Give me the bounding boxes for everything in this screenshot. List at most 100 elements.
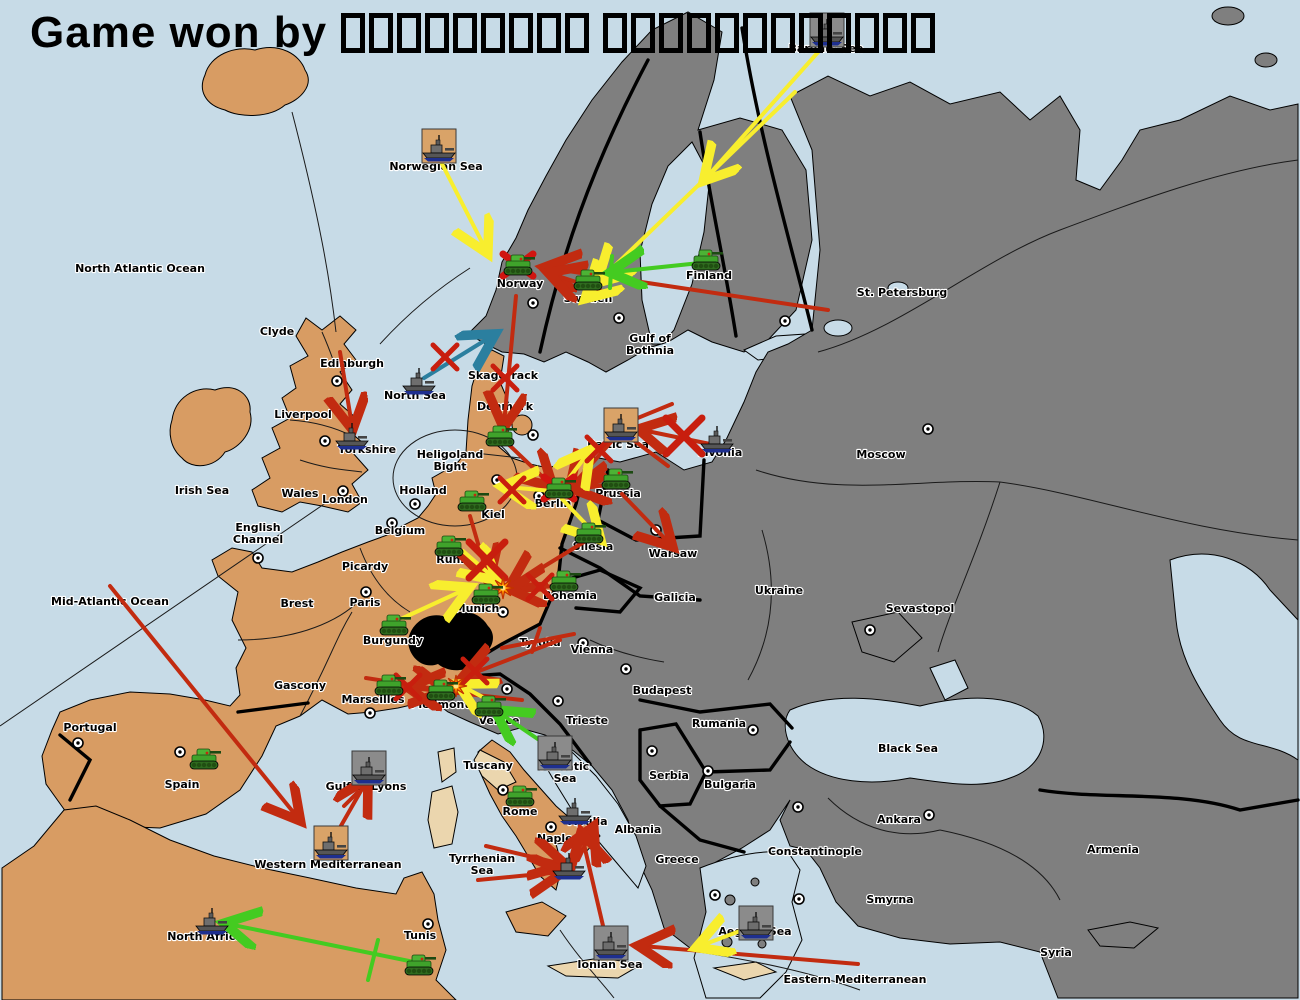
army-unit-ruhr[interactable] [434, 535, 466, 557]
army-unit-bohemia[interactable] [549, 570, 581, 592]
army-unit-berlin[interactable] [540, 473, 578, 503]
army-unit-prussia[interactable] [601, 468, 633, 490]
territory-label[interactable]: Vienna [570, 642, 615, 657]
sea-label[interactable]: Gulf of Bothnia [625, 331, 675, 358]
territory-label[interactable]: Bulgaria [703, 777, 757, 792]
army-unit-munich[interactable] [471, 583, 503, 605]
sea-label[interactable]: Eastern Mediterranean [782, 972, 927, 987]
territory-label[interactable]: Edinburgh [319, 356, 385, 371]
territory-label[interactable]: Rome [501, 804, 538, 819]
sea-label[interactable]: Norwegian Sea [388, 159, 484, 174]
army-unit-burgundy[interactable] [379, 614, 411, 636]
fleet-unit-baltic-sea[interactable] [603, 407, 639, 443]
army-unit-norway[interactable] [499, 250, 537, 280]
fleet-unit-yorkshire[interactable] [335, 423, 369, 450]
sea-label[interactable]: North Atlantic Ocean [74, 261, 206, 276]
fleet-unit-north-africa[interactable] [195, 908, 229, 935]
territory-label[interactable]: Naples [536, 831, 581, 846]
fail-x-mark [497, 475, 527, 505]
order-move-arrow [504, 294, 516, 424]
territory-label[interactable]: Greece [654, 852, 700, 867]
territory-label[interactable]: Syria [1039, 945, 1073, 960]
army-unit-finland[interactable] [691, 249, 723, 271]
tank-wheel-icon [527, 799, 533, 805]
fleet-unit-north-sea[interactable] [402, 368, 436, 395]
territory-label[interactable]: St. Petersburg [856, 285, 949, 300]
tank-marking-icon [560, 480, 564, 484]
army-unit-silesia[interactable] [574, 522, 606, 544]
army-unit-marseilles[interactable] [374, 674, 406, 696]
sea-label[interactable]: English Channel [232, 520, 284, 547]
army-unit-rome[interactable] [505, 785, 537, 807]
territory-label[interactable]: Ankara [876, 812, 922, 827]
territory-label[interactable]: Tunis [403, 928, 438, 943]
territory-label[interactable]: Finland [685, 268, 733, 283]
army-unit-venice[interactable] [474, 695, 506, 717]
sea-label[interactable]: Mid-Atlantic Ocean [50, 594, 170, 609]
territory-label[interactable]: Albania [614, 822, 663, 837]
territory-label[interactable]: Picardy [341, 559, 389, 574]
territory-label[interactable]: Kiel [480, 507, 506, 522]
missing-glyph-box [687, 13, 712, 53]
fleet-unit-adriatic-sea[interactable] [537, 735, 573, 771]
fleet-unit-western-mediterranean[interactable] [313, 825, 349, 861]
territory-label[interactable]: Armenia [1086, 842, 1140, 857]
territory-label[interactable]: London [321, 492, 369, 507]
sea-label[interactable]: Heligoland Bight [416, 447, 485, 474]
sea-label[interactable]: Irish Sea [174, 483, 231, 498]
territory-label[interactable]: Moscow [855, 447, 906, 462]
tank-wheel-icon [510, 268, 516, 274]
army-unit-kiel[interactable] [457, 490, 489, 512]
territory-label[interactable]: Bohemia [542, 588, 598, 603]
fleet-unit-gulf-of-lyons[interactable] [351, 750, 387, 786]
territory-label[interactable]: Constantinople [767, 844, 863, 859]
missing-glyph-box [603, 13, 628, 53]
territory-label[interactable]: Marseilles [340, 692, 406, 707]
territory-label[interactable]: Budapest [632, 683, 693, 698]
army-unit-sweden[interactable] [573, 269, 605, 291]
territory-label[interactable]: Trieste [565, 713, 609, 728]
fleet-unit-apulia[interactable] [558, 798, 592, 825]
territory-label[interactable]: Portugal [62, 720, 117, 735]
sea-adriatic [541, 739, 647, 889]
order-move-arrow [401, 589, 466, 618]
territory-label[interactable]: Spain [163, 777, 200, 792]
territory-label[interactable]: Tuscany [462, 758, 514, 773]
army-unit-spain[interactable] [189, 748, 221, 770]
territory-label[interactable]: Galicia [653, 590, 697, 605]
fleet-unit-norwegian-sea[interactable] [421, 128, 457, 164]
sea-label[interactable]: Western Mediterranean [253, 857, 402, 872]
sea-label[interactable]: Tyrrhenian Sea [448, 851, 517, 878]
fleet-unit-aegean-sea[interactable] [738, 905, 774, 941]
territory-label[interactable]: Smyrna [865, 892, 914, 907]
fleet-unit-tyrrhenian-sea[interactable] [552, 853, 586, 880]
missing-glyph-box [397, 13, 422, 53]
territory-label[interactable]: Gascony [273, 678, 327, 693]
territory-label[interactable]: Holland [398, 483, 448, 498]
tank-wheel-icon [613, 482, 619, 488]
territory-label[interactable]: Serbia [648, 768, 690, 783]
sea-label[interactable]: Black Sea [877, 741, 939, 756]
army-unit-tunis[interactable] [404, 954, 436, 976]
territory-label[interactable]: Burgundy [362, 633, 424, 648]
supply-center-core [341, 489, 345, 493]
territory-label[interactable]: Wales [280, 486, 320, 501]
sea-label[interactable]: Ionian Sea [576, 957, 643, 972]
territory-label[interactable]: Norway [496, 276, 545, 291]
territory-label[interactable]: Paris [348, 595, 382, 610]
territory-label[interactable]: Warsaw [648, 546, 699, 561]
fleet-unit-ionian-sea[interactable] [593, 925, 629, 961]
territory-label[interactable]: Sevastopol [885, 601, 956, 616]
army-unit-denmark[interactable] [485, 425, 517, 447]
territory-label[interactable]: Clyde [259, 324, 296, 339]
territory-label[interactable]: Belgium [374, 523, 427, 538]
fleet-unit-livonia[interactable] [700, 426, 734, 453]
territory-label[interactable]: Liverpool [273, 407, 333, 422]
tank-wheel-icon [556, 584, 562, 590]
territory-label[interactable]: Brest [279, 596, 314, 611]
territory-label[interactable]: Rumania [691, 716, 747, 731]
tank-barrel-icon [525, 788, 537, 791]
army-unit-piedmont[interactable] [426, 679, 458, 701]
territory-label[interactable]: Ukraine [754, 583, 804, 598]
